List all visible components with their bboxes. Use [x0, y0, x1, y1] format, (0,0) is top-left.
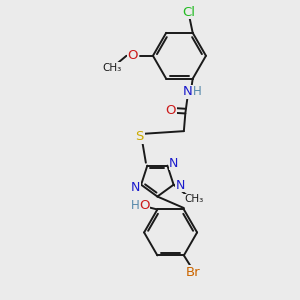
- Text: CH₃: CH₃: [102, 63, 121, 73]
- Text: H: H: [131, 199, 140, 212]
- Text: N: N: [131, 181, 140, 194]
- Text: N: N: [169, 157, 178, 170]
- Text: H: H: [193, 85, 202, 98]
- Text: S: S: [136, 130, 144, 143]
- Text: O: O: [128, 49, 138, 62]
- Text: N: N: [183, 85, 193, 98]
- Text: CH₃: CH₃: [184, 194, 203, 204]
- Text: O: O: [165, 104, 176, 117]
- Text: Br: Br: [185, 266, 200, 279]
- Text: Cl: Cl: [182, 6, 195, 19]
- Text: O: O: [139, 199, 149, 212]
- Text: N: N: [176, 179, 185, 192]
